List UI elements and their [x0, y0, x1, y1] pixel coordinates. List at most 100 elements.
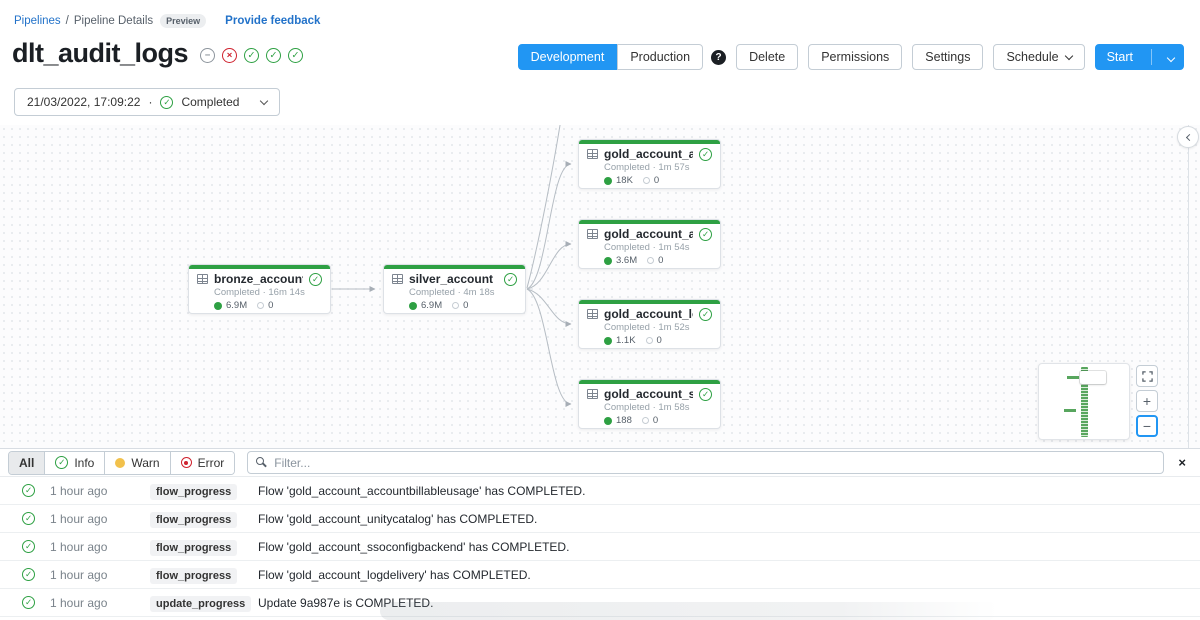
- failed-status-icon: ×: [222, 48, 238, 63]
- log-filter-row: All ✓ Info Warn Error ×: [0, 449, 1200, 477]
- delete-button[interactable]: Delete: [736, 44, 799, 70]
- breadcrumb-pipelines-link[interactable]: Pipelines: [14, 15, 61, 27]
- success-status-icon: ✓: [244, 48, 260, 63]
- expectations-value: 0: [658, 255, 664, 266]
- expectations-value: 0: [656, 335, 662, 346]
- breadcrumb-current: Pipeline Details: [73, 15, 154, 27]
- rows-written-value: 188: [616, 415, 632, 426]
- filter-input[interactable]: [247, 451, 1165, 474]
- log-row[interactable]: ✓ 1 hour ago flow_progress Flow 'gold_ac…: [0, 561, 1200, 589]
- log-time: 1 hour ago: [50, 567, 108, 582]
- collapse-panel-button[interactable]: [1177, 126, 1199, 148]
- dag-node-gold-account-2[interactable]: gold_account_ac... ✓ Completed · 1m 54s …: [578, 219, 721, 269]
- zoom-out-button[interactable]: −: [1136, 415, 1158, 437]
- run-status: Completed: [181, 95, 240, 109]
- rows-written-value: 18K: [616, 175, 633, 186]
- page-title: dlt_audit_logs: [12, 38, 189, 68]
- check-circle-icon: ✓: [160, 95, 174, 109]
- environment-toggle: Development Production: [517, 44, 704, 70]
- node-name: gold_account_log...: [604, 307, 693, 321]
- log-time: 1 hour ago: [50, 539, 108, 554]
- expectations-icon: [647, 257, 655, 264]
- rows-written-value: 6.9M: [421, 300, 443, 311]
- schedule-button[interactable]: Schedule: [993, 44, 1085, 70]
- node-name: silver_account: [409, 272, 494, 286]
- expectations-icon: [645, 337, 653, 344]
- pipeline-dag-canvas[interactable]: bronze_account ✓ Completed · 16m 14s 6.9…: [0, 125, 1200, 448]
- help-icon[interactable]: ?: [711, 49, 727, 65]
- title-row: dlt_audit_logs − × ✓ ✓ ✓: [12, 38, 304, 69]
- start-label: Start: [1106, 50, 1133, 64]
- check-circle-icon: ✓: [22, 540, 35, 553]
- dag-node-gold-account-log[interactable]: gold_account_log... ✓ Completed · 1m 52s…: [578, 299, 721, 349]
- production-button[interactable]: Production: [617, 44, 704, 70]
- log-row[interactable]: ✓ 1 hour ago flow_progress Flow 'gold_ac…: [0, 505, 1200, 533]
- node-status-bar: [384, 265, 525, 269]
- dag-node-gold-account-1[interactable]: gold_account_ac... ✓ Completed · 1m 57s …: [578, 139, 721, 189]
- log-row[interactable]: ✓ 1 hour ago update_progress Update 9a98…: [0, 589, 1200, 617]
- node-name: gold_account_ac...: [604, 147, 693, 161]
- rows-written-value: 3.6M: [616, 255, 638, 266]
- log-time: 1 hour ago: [50, 511, 108, 526]
- close-log-panel-icon[interactable]: ×: [1178, 455, 1186, 470]
- log-event-type: flow_progress: [150, 511, 238, 528]
- node-status-bar: [579, 300, 720, 304]
- node-status-text: Completed · 16m 14s: [214, 287, 305, 298]
- zoom-in-button[interactable]: +: [1136, 390, 1158, 412]
- node-status-text: Completed · 1m 54s: [604, 242, 690, 253]
- table-icon: [587, 149, 598, 159]
- error-circle-icon: [180, 457, 192, 468]
- tab-all[interactable]: All: [9, 451, 45, 474]
- search-icon: [256, 457, 265, 465]
- log-rows: ✓ 1 hour ago flow_progress Flow 'gold_ac…: [0, 477, 1200, 617]
- start-button[interactable]: Start: [1094, 44, 1184, 70]
- warn-dot-icon: [115, 457, 126, 468]
- node-metrics: 6.9M 0: [214, 300, 322, 311]
- dag-node-gold-account-sso[interactable]: gold_account_ss... ✓ Completed · 1m 58s …: [578, 379, 721, 429]
- breadcrumb-separator: /: [65, 15, 69, 27]
- rows-written-icon: [214, 301, 222, 310]
- expectations-icon: [257, 302, 265, 309]
- dag-minimap[interactable]: [1038, 363, 1130, 440]
- log-row[interactable]: ✓ 1 hour ago flow_progress Flow 'gold_ac…: [0, 477, 1200, 505]
- node-name: gold_account_ss...: [604, 387, 693, 401]
- canceled-status-icon: −: [200, 48, 216, 63]
- check-circle-icon: ✓: [699, 387, 712, 401]
- node-metrics: 1.1K 0: [604, 335, 712, 346]
- settings-button[interactable]: Settings: [912, 44, 984, 70]
- node-name: gold_account_ac...: [604, 227, 693, 241]
- preview-badge: Preview: [160, 14, 207, 28]
- log-event-type: flow_progress: [150, 483, 238, 500]
- fit-to-screen-button[interactable]: [1136, 365, 1158, 387]
- tab-warn-label: Warn: [131, 455, 160, 470]
- expectations-icon: [641, 417, 649, 424]
- check-circle-icon: ✓: [504, 272, 517, 286]
- run-timestamp: 21/03/2022, 17:09:22: [27, 95, 141, 109]
- rows-written-icon: [409, 301, 417, 310]
- development-button[interactable]: Development: [517, 44, 618, 70]
- run-selector-dropdown[interactable]: 21/03/2022, 17:09:22 · ✓ Completed: [14, 88, 281, 116]
- start-dropdown-toggle[interactable]: [1159, 50, 1183, 64]
- log-row[interactable]: ✓ 1 hour ago flow_progress Flow 'gold_ac…: [0, 533, 1200, 561]
- node-metrics: 6.9M 0: [409, 300, 517, 311]
- tab-error[interactable]: Error: [169, 451, 235, 474]
- dag-node-silver-account[interactable]: silver_account ✓ Completed · 4m 18s 6.9M…: [383, 264, 526, 314]
- permissions-button[interactable]: Permissions: [808, 44, 903, 70]
- log-level-tabs: All ✓ Info Warn Error: [8, 450, 236, 475]
- info-check-icon: ✓: [55, 456, 69, 469]
- dag-edges: [332, 125, 572, 407]
- dag-node-bronze-account[interactable]: bronze_account ✓ Completed · 16m 14s 6.9…: [188, 264, 331, 314]
- log-event-type: update_progress: [150, 595, 252, 612]
- node-metrics: 18K 0: [604, 175, 712, 186]
- minimap-viewport[interactable]: [1080, 371, 1106, 384]
- expectations-icon: [642, 177, 650, 184]
- node-status-bar: [579, 140, 720, 144]
- breadcrumb: Pipelines / Pipeline Details Preview Pro…: [14, 14, 320, 28]
- check-circle-icon: ✓: [699, 227, 712, 241]
- success-status-icon: ✓: [266, 48, 282, 63]
- tab-warn[interactable]: Warn: [104, 451, 170, 474]
- success-status-icon: ✓: [288, 48, 304, 63]
- provide-feedback-link[interactable]: Provide feedback: [225, 15, 321, 27]
- tab-info[interactable]: ✓ Info: [44, 451, 105, 474]
- check-circle-icon: ✓: [22, 484, 35, 497]
